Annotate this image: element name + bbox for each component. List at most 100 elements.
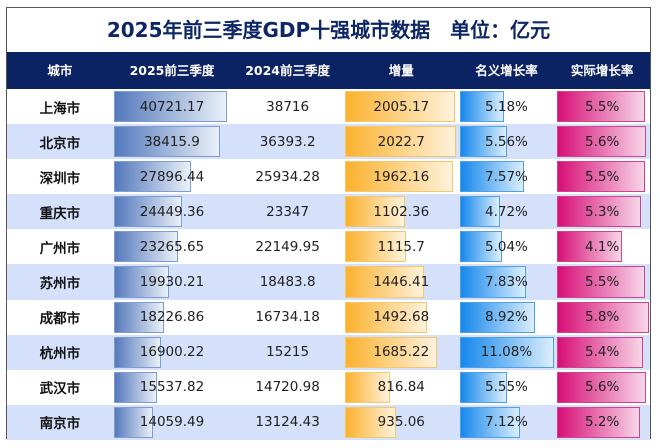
gdp-2024-value: 22149.95 — [255, 238, 320, 255]
increase-cell: 816.84 — [344, 370, 459, 405]
gdp-2025-value: 16900.22 — [139, 344, 205, 361]
gdp-2025-value: 15537.82 — [139, 379, 205, 396]
table-header: 城市 2025前三季度 2024前三季度 增量 名义增长率 实际增长率 — [7, 52, 650, 89]
city-cell: 上海市 — [7, 89, 113, 124]
real-growth-cell: 5.5% — [554, 159, 650, 194]
real-growth-cell: 5.2% — [554, 405, 650, 440]
data-bar — [113, 406, 153, 438]
nominal-growth-cell: 5.56% — [459, 124, 555, 159]
real-growth-cell: 5.5% — [554, 264, 650, 299]
gdp-2024-cell: 14720.98 — [231, 370, 344, 405]
data-bar — [344, 196, 406, 228]
city-cell: 深圳市 — [7, 159, 113, 194]
data-bar — [113, 161, 192, 193]
gdp-2025-value: 18226.86 — [139, 309, 205, 326]
gdp-2025-cell: 40721.17 — [113, 89, 232, 124]
nominal-growth-value: 7.57% — [485, 168, 528, 185]
gdp-2024-value: 15215 — [266, 344, 310, 361]
real-growth-cell: 5.8% — [554, 300, 650, 335]
data-bar — [557, 266, 645, 298]
data-bar — [113, 196, 182, 228]
nominal-growth-cell: 5.55% — [459, 370, 555, 405]
table-title: 2025年前三季度GDP十强城市数据 单位：亿元 — [106, 18, 551, 42]
real-growth-cell: 5.3% — [554, 194, 650, 229]
gdp-2024-cell: 36393.2 — [231, 124, 344, 159]
data-bar — [557, 371, 647, 403]
city-value: 苏州市 — [39, 276, 81, 293]
gdp-2024-value: 36393.2 — [259, 133, 316, 150]
nominal-growth-value: 5.55% — [485, 379, 528, 396]
data-bar — [113, 266, 169, 298]
gdp-2024-cell: 38716 — [231, 89, 344, 124]
real-growth-value: 5.2% — [584, 414, 620, 431]
header-city: 城市 — [47, 63, 73, 78]
data-bar — [344, 161, 453, 193]
increase-cell: 1962.16 — [344, 159, 459, 194]
city-value: 杭州市 — [39, 346, 81, 363]
increase-cell: 2022.7 — [344, 124, 459, 159]
data-bar — [557, 406, 640, 438]
table-body: 上海市 40721.17 38716 2005.17 5.18% 5.5% 北京市 38415… — [7, 89, 650, 440]
increase-value: 935.06 — [377, 414, 425, 431]
city-cell: 重庆市 — [7, 194, 113, 229]
gdp-2025-cell: 14059.49 — [113, 405, 232, 440]
city-value: 南京市 — [39, 416, 81, 433]
table-row: 深圳市 27896.44 25934.28 1962.16 7.57% 5.5% — [7, 159, 650, 194]
data-bar — [344, 266, 425, 298]
data-bar — [459, 161, 524, 193]
gdp-table-panel: 2025年前三季度GDP十强城市数据 单位：亿元 城市 2025前三季度 202… — [6, 7, 651, 440]
gdp-2025-cell: 16900.22 — [113, 335, 232, 370]
real-growth-cell: 5.6% — [554, 124, 650, 159]
gdp-2024-value: 13124.43 — [255, 414, 320, 431]
data-bar — [459, 126, 507, 158]
data-bar — [344, 371, 390, 403]
gdp-2025-value: 19930.21 — [139, 274, 205, 291]
data-bar — [459, 91, 504, 123]
data-bar — [557, 126, 647, 158]
real-growth-value: 4.1% — [584, 238, 620, 255]
nominal-growth-value: 4.72% — [485, 203, 528, 220]
data-bar — [459, 196, 500, 228]
city-value: 重庆市 — [39, 205, 81, 222]
data-bar — [459, 406, 520, 438]
nominal-growth-cell: 5.18% — [459, 89, 555, 124]
increase-value: 2022.7 — [377, 133, 425, 150]
nominal-growth-cell: 11.08% — [459, 335, 555, 370]
data-bar — [113, 371, 157, 403]
data-bar — [344, 406, 397, 438]
data-bar — [557, 336, 643, 368]
data-bar — [344, 126, 456, 158]
real-growth-value: 5.5% — [584, 274, 620, 291]
increase-value: 1962.16 — [373, 168, 430, 185]
gdp-2024-cell: 13124.43 — [231, 405, 344, 440]
header-nominal-growth: 名义增长率 — [475, 63, 538, 78]
increase-value: 1492.68 — [373, 309, 430, 326]
city-cell: 苏州市 — [7, 264, 113, 299]
data-bar — [557, 231, 623, 263]
header-increase: 增量 — [388, 63, 414, 78]
city-cell: 北京市 — [7, 124, 113, 159]
gdp-2024-cell: 22149.95 — [231, 229, 344, 264]
nominal-growth-value: 5.04% — [485, 238, 528, 255]
gdp-2024-cell: 16734.18 — [231, 300, 344, 335]
city-value: 北京市 — [39, 135, 81, 152]
increase-cell: 1102.36 — [344, 194, 459, 229]
data-bar — [113, 231, 179, 263]
data-bar — [344, 301, 427, 333]
real-growth-cell: 5.5% — [554, 89, 650, 124]
city-cell: 武汉市 — [7, 370, 113, 405]
table-row: 广州市 23265.65 22149.95 1115.7 5.04% 4.1% — [7, 229, 650, 264]
increase-cell: 935.06 — [344, 405, 459, 440]
city-value: 广州市 — [39, 240, 81, 257]
data-bar — [344, 91, 455, 123]
real-growth-cell: 4.1% — [554, 229, 650, 264]
gdp-2025-value: 24449.36 — [139, 203, 205, 220]
header-gdp-2024: 2024前三季度 — [245, 63, 331, 78]
real-growth-value: 5.5% — [584, 98, 620, 115]
nominal-growth-cell: 8.92% — [459, 300, 555, 335]
gdp-2024-cell: 18483.8 — [231, 264, 344, 299]
increase-cell: 1446.41 — [344, 264, 459, 299]
real-growth-value: 5.5% — [584, 168, 620, 185]
increase-value: 1115.7 — [377, 238, 425, 255]
real-growth-value: 5.4% — [584, 344, 620, 361]
